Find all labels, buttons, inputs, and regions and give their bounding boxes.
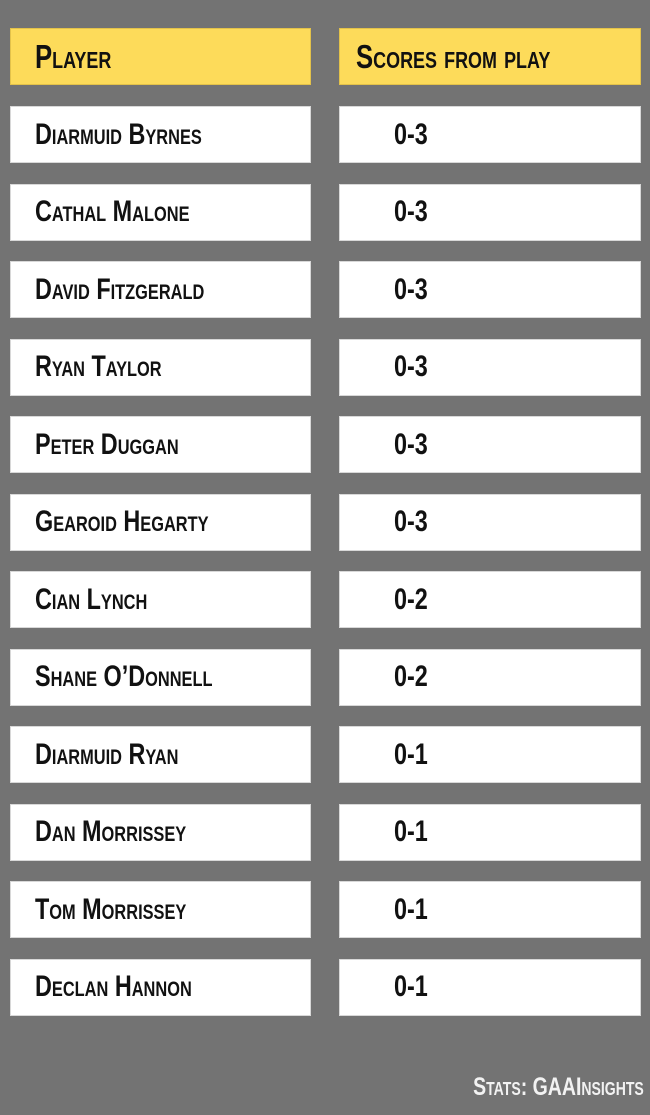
- source-credit: Stats: GAAInsights: [473, 1073, 644, 1101]
- score-value: 0-3: [394, 117, 428, 151]
- score-value: 0-3: [394, 272, 428, 306]
- player-cell: Cathal Malone: [10, 183, 311, 241]
- score-value: 0-2: [394, 660, 428, 693]
- player-cell: Gearoid Hegarty: [10, 493, 311, 551]
- player-name: Shane O’Donnell: [35, 660, 213, 693]
- player-cell: Tom Morrissey: [10, 881, 311, 938]
- player-cell: Declan Hannon: [10, 958, 311, 1016]
- player-name: Tom Morrissey: [35, 892, 187, 926]
- score-value: 0-3: [394, 505, 428, 538]
- score-cell: 0-1: [339, 803, 641, 861]
- score-cell: 0-1: [339, 881, 641, 938]
- player-header-label: Player: [35, 37, 112, 75]
- player-name: Cian Lynch: [35, 582, 148, 616]
- player-name: Ryan Taylor: [35, 350, 162, 383]
- player-cell: Dan Morrissey: [10, 803, 311, 861]
- score-cell: 0-2: [339, 648, 641, 706]
- player-cell: Ryan Taylor: [10, 338, 311, 396]
- score-value: 0-3: [394, 427, 428, 461]
- score-cell: 0-1: [339, 958, 641, 1016]
- player-cell: Diarmuid Ryan: [10, 726, 311, 783]
- player-name: Peter Duggan: [35, 427, 179, 461]
- player-header: Player: [10, 28, 311, 85]
- player-name: Gearoid Hegarty: [35, 505, 209, 538]
- player-cell: David Fitzgerald: [10, 261, 311, 318]
- player-name: Diarmuid Byrnes: [35, 117, 202, 151]
- score-cell: 0-3: [339, 261, 641, 318]
- player-name: David Fitzgerald: [35, 272, 205, 306]
- score-cell: 0-3: [339, 493, 641, 551]
- player-name: Dan Morrissey: [35, 815, 187, 848]
- player-cell: Peter Duggan: [10, 416, 311, 473]
- scores-header: Scores from play: [339, 28, 641, 85]
- score-value: 0-1: [394, 970, 428, 1003]
- score-cell: 0-1: [339, 726, 641, 783]
- player-cell: Shane O’Donnell: [10, 648, 311, 706]
- score-value: 0-3: [394, 350, 428, 383]
- score-value: 0-1: [394, 737, 428, 771]
- player-cell: Cian Lynch: [10, 571, 311, 628]
- score-value: 0-1: [394, 892, 428, 926]
- score-value: 0-3: [394, 195, 428, 228]
- score-cell: 0-3: [339, 338, 641, 396]
- scores-header-label: Scores from play: [356, 37, 551, 75]
- player-name: Declan Hannon: [35, 970, 192, 1003]
- player-name: Cathal Malone: [35, 195, 190, 228]
- player-name: Diarmuid Ryan: [35, 737, 179, 771]
- score-cell: 0-3: [339, 416, 641, 473]
- score-cell: 0-3: [339, 106, 641, 163]
- score-value: 0-1: [394, 815, 428, 848]
- player-cell: Diarmuid Byrnes: [10, 106, 311, 163]
- score-value: 0-2: [394, 582, 428, 616]
- score-cell: 0-2: [339, 571, 641, 628]
- score-cell: 0-3: [339, 183, 641, 241]
